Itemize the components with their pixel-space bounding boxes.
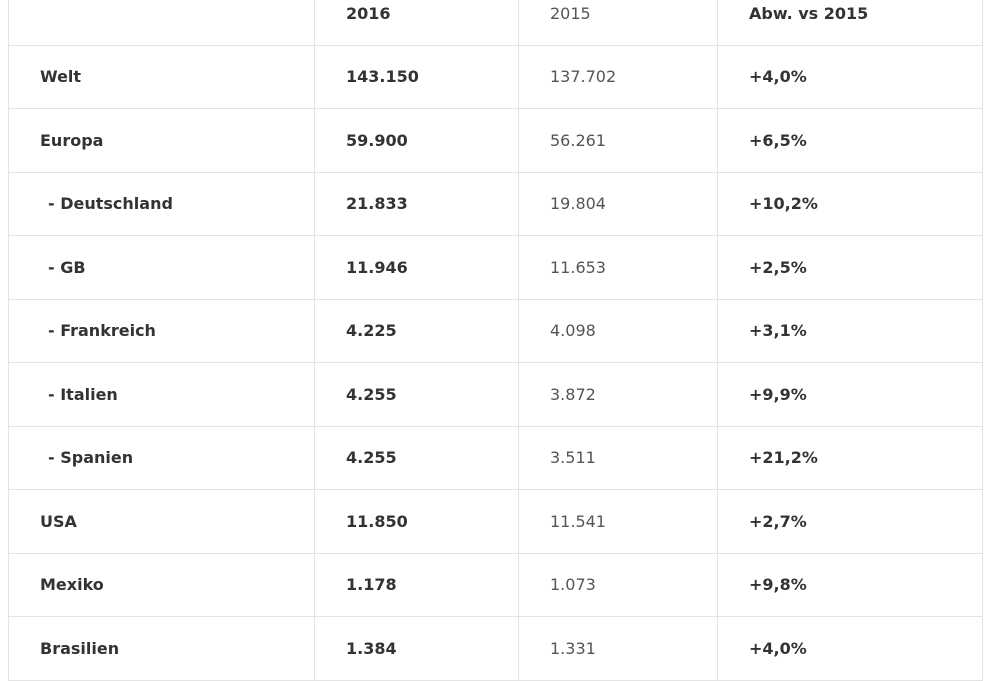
row-label: Brasilien: [8, 616, 315, 681]
row-label: - GB: [8, 235, 315, 300]
value-2015: 11.541: [518, 489, 718, 554]
table-header: 2016 2015 Abw. vs 2015: [8, 0, 983, 46]
value-2015: 19.804: [518, 172, 718, 236]
header-cell: [8, 0, 315, 46]
header-row: 2016 2015 Abw. vs 2015: [8, 0, 983, 46]
table-row: Mexiko 1.178 1.073 +9,8%: [8, 553, 983, 617]
header-cell: 2015: [518, 0, 718, 46]
value-2016: 1.178: [314, 553, 519, 617]
table-row: Europa 59.900 56.261 +6,5%: [8, 108, 983, 173]
table-row: - Spanien 4.255 3.511 +21,2%: [8, 426, 983, 490]
change: +9,9%: [717, 362, 983, 427]
value-2016: 4.255: [314, 362, 519, 427]
value-2016: 59.900: [314, 108, 519, 173]
change: +4,0%: [717, 616, 983, 681]
table-row: Brasilien 1.384 1.331 +4,0%: [8, 616, 983, 681]
table-body: Welt 143.150 137.702 +4,0% Europa 59.900 56.26…: [8, 45, 983, 681]
value-2015: 4.098: [518, 299, 718, 363]
table-row: - Deutschland 21.833 19.804 +10,2%: [8, 172, 983, 236]
change: +3,1%: [717, 299, 983, 363]
change: +10,2%: [717, 172, 983, 236]
value-2015: 56.261: [518, 108, 718, 173]
sales-table: 2016 2015 Abw. vs 2015 Welt 143.150 137.70…: [8, 0, 983, 681]
table-row: - GB 11.946 11.653 +2,5%: [8, 235, 983, 300]
value-2015: 11.653: [518, 235, 718, 300]
header-cell: 2016: [314, 0, 519, 46]
table-row: USA 11.850 11.541 +2,7%: [8, 489, 983, 554]
row-label: - Deutschland: [8, 172, 315, 236]
value-2016: 143.150: [314, 45, 519, 109]
value-2016: 1.384: [314, 616, 519, 681]
value-2016: 4.255: [314, 426, 519, 490]
row-label: Mexiko: [8, 553, 315, 617]
row-label: Europa: [8, 108, 315, 173]
table-row: Welt 143.150 137.702 +4,0%: [8, 45, 983, 109]
value-2015: 3.872: [518, 362, 718, 427]
change: +2,5%: [717, 235, 983, 300]
row-label: Welt: [8, 45, 315, 109]
page: 2016 2015 Abw. vs 2015 Welt 143.150 137.70…: [8, 0, 983, 681]
header-cell: Abw. vs 2015: [717, 0, 983, 46]
row-label: - Spanien: [8, 426, 315, 490]
row-label: - Frankreich: [8, 299, 315, 363]
value-2016: 11.850: [314, 489, 519, 554]
table-row: - Italien 4.255 3.872 +9,9%: [8, 362, 983, 427]
value-2015: 1.331: [518, 616, 718, 681]
value-2015: 137.702: [518, 45, 718, 109]
value-2015: 3.511: [518, 426, 718, 490]
value-2015: 1.073: [518, 553, 718, 617]
change: +9,8%: [717, 553, 983, 617]
value-2016: 11.946: [314, 235, 519, 300]
row-label: - Italien: [8, 362, 315, 427]
row-label: USA: [8, 489, 315, 554]
value-2016: 4.225: [314, 299, 519, 363]
change: +2,7%: [717, 489, 983, 554]
value-2016: 21.833: [314, 172, 519, 236]
change: +6,5%: [717, 108, 983, 173]
change: +4,0%: [717, 45, 983, 109]
table-row: - Frankreich 4.225 4.098 +3,1%: [8, 299, 983, 363]
change: +21,2%: [717, 426, 983, 490]
